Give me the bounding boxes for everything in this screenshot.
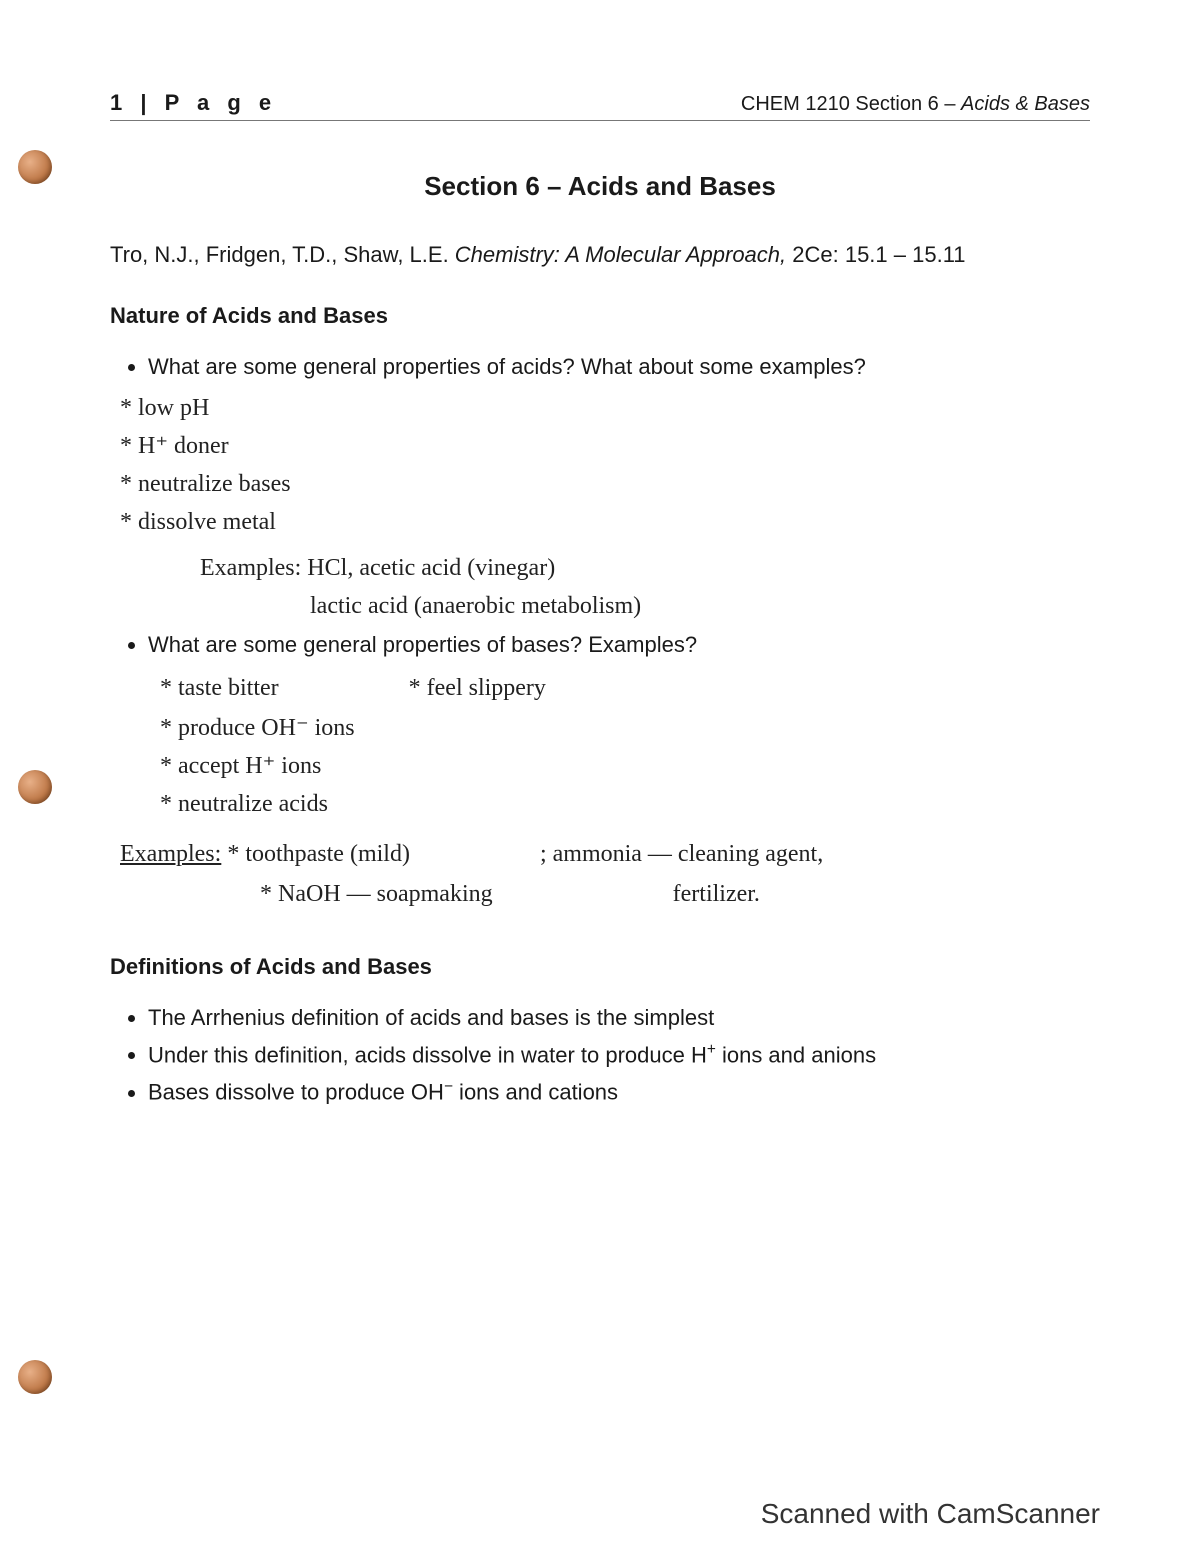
ref-edition: 2Ce: 15.1 – 15.11: [786, 242, 965, 267]
hw-base-prop-2: * produce OH⁻ ions: [160, 710, 1090, 746]
def-2-sup: +: [707, 1041, 716, 1058]
course-topic: Acids & Bases: [961, 93, 1090, 115]
heading-nature: Nature of Acids and Bases: [110, 303, 1090, 329]
def-3-pre: Bases dissolve to produce OH: [148, 1080, 444, 1105]
hw-acid-examples-2: lactic acid (anaerobic metabolism): [310, 588, 1090, 624]
def-2-post: ions and anions: [716, 1042, 876, 1067]
hw-acid-examples-1: Examples: HCl, acetic acid (vinegar): [200, 550, 1090, 586]
hw-base-ex-2a: * NaOH — soapmaking: [260, 876, 493, 912]
hw-base-prop-1a: * taste bitter: [160, 670, 279, 706]
def-2-pre: Under this definition, acids dissolve in…: [148, 1042, 707, 1067]
def-3-post: ions and cations: [453, 1080, 618, 1105]
def-3-sup: −: [444, 1078, 453, 1095]
hw-acid-prop-1: * low pH: [120, 390, 1090, 426]
scanner-watermark: Scanned with CamScanner: [761, 1498, 1100, 1530]
page-header: 1 | P a g e CHEM 1210 Section 6 – Acids …: [110, 90, 1090, 121]
hw-acid-prop-3: * neutralize bases: [120, 466, 1090, 502]
handwritten-acids: * low pH * H⁺ doner * neutralize bases *…: [110, 390, 1090, 624]
hw-base-ex-1b: ; ammonia — cleaning agent,: [540, 836, 823, 872]
course-code: CHEM 1210 Section 6 –: [741, 93, 961, 115]
course-header: CHEM 1210 Section 6 – Acids & Bases: [741, 93, 1090, 116]
question-list-bases: What are some general properties of base…: [110, 632, 1090, 658]
hw-base-examples-row1: Examples: * toothpaste (mild): [120, 836, 410, 872]
hw-base-prop-4: * neutralize acids: [160, 786, 1090, 822]
hw-examples-label: Examples:: [120, 841, 221, 867]
hw-acid-prop-2: * H⁺ doner: [120, 428, 1090, 464]
def-1: The Arrhenius definition of acids and ba…: [148, 1005, 1090, 1031]
hw-base-prop-3: * accept H⁺ ions: [160, 748, 1090, 784]
def-2: Under this definition, acids dissolve in…: [148, 1041, 1090, 1068]
hw-acid-prop-4: * dissolve metal: [120, 504, 1090, 540]
textbook-reference: Tro, N.J., Fridgen, T.D., Shaw, L.E. Che…: [110, 242, 1090, 268]
handwritten-bases: * taste bitter * feel slippery * produce…: [110, 668, 1090, 914]
definitions-list: The Arrhenius definition of acids and ba…: [110, 1005, 1090, 1106]
question-list-acids: What are some general properties of acid…: [110, 354, 1090, 380]
document-page: 1 | P a g e CHEM 1210 Section 6 – Acids …: [0, 0, 1200, 1156]
question-acids: What are some general properties of acid…: [148, 354, 1090, 380]
question-bases: What are some general properties of base…: [148, 632, 1090, 658]
def-3: Bases dissolve to produce OH− ions and c…: [148, 1078, 1090, 1105]
ref-book: Chemistry: A Molecular Approach,: [455, 242, 786, 267]
hw-base-ex-2b: fertilizer.: [673, 876, 760, 912]
hw-base-prop-1b: * feel slippery: [409, 670, 546, 706]
heading-definitions: Definitions of Acids and Bases: [110, 954, 1090, 980]
section-title: Section 6 – Acids and Bases: [110, 171, 1090, 202]
hw-base-ex-1a: * toothpaste (mild): [221, 841, 410, 867]
hole-punch-bottom: [18, 1360, 52, 1394]
page-number: 1 | P a g e: [110, 90, 277, 116]
ref-authors: Tro, N.J., Fridgen, T.D., Shaw, L.E.: [110, 242, 455, 267]
